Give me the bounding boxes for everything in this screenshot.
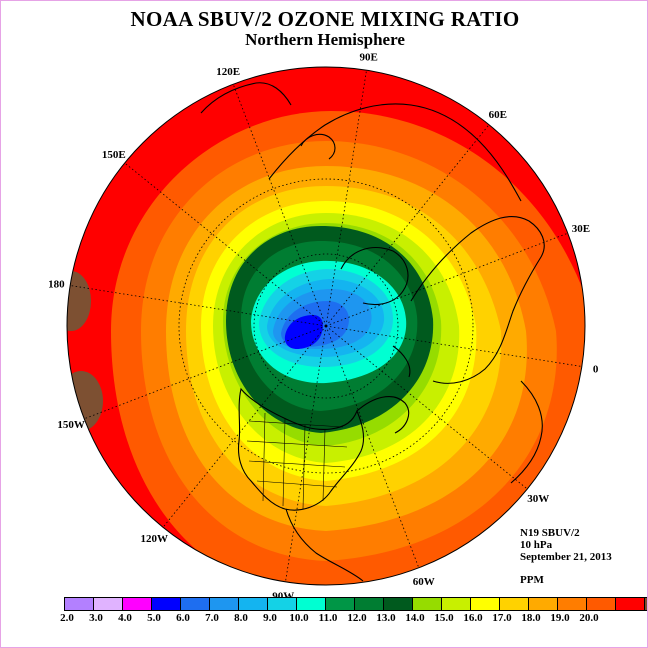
pressure-level-label: 10 hPa — [520, 539, 553, 551]
meridians — [70, 70, 582, 582]
colorbar-ticks: 2.0 3.0 4.0 5.0 6.0 7.0 8.0 9.0 10.0 11.0 12.0 13.0… — [1, 612, 647, 626]
longitude-label: 30E — [572, 223, 590, 235]
colorbar-tick-label: 7.0 — [205, 612, 219, 624]
longitude-label: 60E — [489, 109, 507, 121]
labrador-coast — [356, 396, 410, 434]
colorbar-swatch — [529, 598, 558, 610]
colorbar-swatch — [384, 598, 413, 610]
meridian-line — [70, 285, 327, 327]
colorbar-swatch — [587, 598, 616, 610]
colorbar-tick-label: 3.0 — [89, 612, 103, 624]
colorbar — [64, 597, 647, 611]
colorbar-tick-label: 2.0 — [60, 612, 74, 624]
colorbar-tick-label: 9.0 — [263, 612, 277, 624]
colorbar-swatch — [413, 598, 442, 610]
meridian-line — [325, 325, 582, 367]
colorbar-tick-label: 14.0 — [405, 612, 425, 624]
colorbar-swatch — [94, 598, 123, 610]
page-title: NOAA SBUV/2 OZONE MIXING RATIO — [130, 7, 520, 31]
colorbar-tick-label: 17.0 — [492, 612, 512, 624]
colorbar-swatch — [181, 598, 210, 610]
colorbar-tick-label: 16.0 — [463, 612, 483, 624]
meridian-line — [285, 325, 327, 582]
colorbar-swatch — [442, 598, 471, 610]
state-lines-east-west — [246, 420, 348, 488]
political-boundaries — [246, 412, 348, 510]
longitude-label: 60W — [413, 576, 435, 588]
longitude-label: 120W — [140, 533, 168, 545]
colorbar-tick-label: 20.0 — [579, 612, 599, 624]
lat-circle-inner — [253, 253, 399, 399]
map-border — [66, 66, 586, 586]
asia-east-coast — [200, 82, 292, 114]
colorbar-tick-label: 12.0 — [347, 612, 367, 624]
colorbar-swatch — [500, 598, 529, 610]
longitude-label: 90E — [360, 51, 378, 63]
north-america-coast — [237, 387, 365, 511]
meridian-line — [325, 325, 420, 568]
colorbar-tick-label: 10.0 — [289, 612, 309, 624]
colorbar-tick-label: 5.0 — [147, 612, 161, 624]
longitude-label: 180 — [48, 278, 65, 290]
colorbar-swatch — [152, 598, 181, 610]
colorbar-swatch — [210, 598, 239, 610]
longitude-label: 150E — [102, 149, 126, 161]
colorbar-swatch — [297, 598, 326, 610]
meridian-line — [325, 232, 568, 327]
arctic-island-coast — [300, 133, 336, 160]
longitude-label: 120E — [216, 66, 240, 78]
colorbar-swatch — [268, 598, 297, 610]
colorbar-swatch — [65, 598, 94, 610]
page-subtitle: Northern Hemisphere — [245, 30, 405, 49]
africa-coast — [510, 380, 543, 484]
colorbar-tick-label: 11.0 — [318, 612, 338, 624]
longitude-label: 0 — [593, 364, 599, 376]
date-label: September 21, 2013 — [520, 551, 612, 563]
colorbar-tick-label: 4.0 — [118, 612, 132, 624]
colorbar-tick-label: 18.0 — [521, 612, 541, 624]
units-label: PPM — [520, 574, 544, 586]
colorbar-tick-label: 15.0 — [434, 612, 454, 624]
colorbar-swatch — [123, 598, 152, 610]
band-4-5-minimum — [284, 315, 323, 349]
colorbar-swatch — [645, 598, 647, 610]
colorbar-swatch — [616, 598, 645, 610]
satellite-label: N19 SBUV/2 — [520, 527, 580, 539]
lat-circle-middle — [178, 178, 474, 474]
iceland-coast — [392, 345, 411, 378]
graticule — [70, 70, 582, 582]
colorbar-tick-label: 19.0 — [550, 612, 570, 624]
ozone-field — [67, 67, 585, 585]
colorbar-tick-label: 6.0 — [176, 612, 190, 624]
colorbar-tick-label: 13.0 — [376, 612, 396, 624]
colorbar-swatch — [471, 598, 500, 610]
central-america-coast — [285, 508, 364, 582]
state-lines-north-south — [262, 412, 326, 510]
europe-coast — [410, 216, 545, 384]
colorbar-tick-label: 8.0 — [234, 612, 248, 624]
colorbar-swatch — [326, 598, 355, 610]
longitude-label: 30W — [527, 493, 549, 505]
longitude-label: 150W — [57, 419, 85, 431]
meridian-line — [325, 70, 367, 327]
colorbar-swatch — [558, 598, 587, 610]
colorbar-swatch — [355, 598, 384, 610]
colorbar-swatch — [239, 598, 268, 610]
band-20-plus-west — [67, 271, 91, 331]
